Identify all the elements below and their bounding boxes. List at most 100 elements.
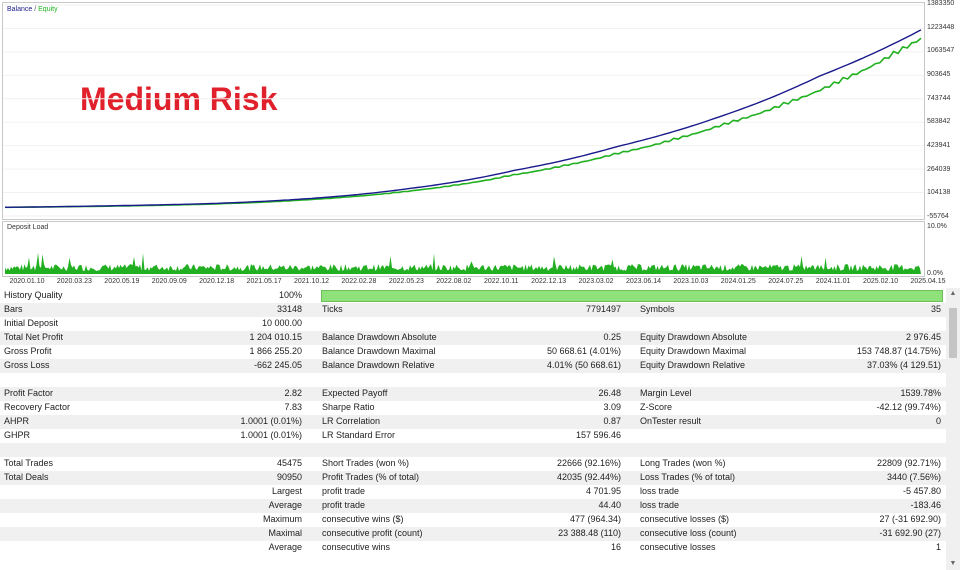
x-tick-label: 2020.05.19 bbox=[104, 278, 140, 285]
report-row: AHPR 1.0001 (0.01%) LR Correlation 0.87 OnTe… bbox=[0, 415, 946, 429]
y-tick-label: 423941 bbox=[927, 142, 951, 149]
legend-balance: Balance bbox=[7, 6, 33, 13]
metric-label: Bars bbox=[4, 304, 23, 314]
metric-value: 1.0001 (0.01%) bbox=[240, 430, 302, 440]
metric-value: 477 (964.34) bbox=[569, 514, 621, 524]
deposit-load-area bbox=[5, 252, 921, 274]
x-tick-label: 2020.03.23 bbox=[56, 278, 92, 285]
report-row: Average profit trade 44.40 loss trade -183.4… bbox=[0, 499, 946, 513]
y-tick-label: 1223448 bbox=[927, 23, 955, 31]
metric-value: 22809 (92.71%) bbox=[876, 458, 941, 468]
x-tick-label: 2023.03.02 bbox=[578, 278, 614, 285]
history-quality-value: 100% bbox=[278, 290, 302, 300]
metric-value: 157 596.46 bbox=[575, 430, 621, 440]
metric-value: 1.0001 (0.01%) bbox=[240, 416, 302, 426]
y-tick-label: 264039 bbox=[927, 165, 951, 173]
metric-label: Equity Drawdown Maximal bbox=[640, 346, 747, 356]
history-quality-label: History Quality bbox=[4, 290, 63, 300]
metric-value: 42035 (92.44%) bbox=[556, 472, 621, 482]
metric-value: 26.48 bbox=[598, 388, 621, 398]
x-tick-label: 2023.06.14 bbox=[625, 278, 661, 285]
x-tick-label: 2023.10.03 bbox=[673, 278, 709, 285]
metric-value: 2 976.45 bbox=[905, 332, 941, 342]
metric-value: 35 bbox=[930, 304, 941, 314]
metric-label: consecutive wins ($) bbox=[322, 514, 404, 524]
metric-value: -42.12 (99.74%) bbox=[876, 402, 941, 412]
balance-equity-chart: Balance / Equity Medium Risk bbox=[2, 2, 925, 220]
equity-line bbox=[5, 37, 922, 209]
metric-label: Total Net Profit bbox=[4, 332, 64, 342]
metric-value: 1539.78% bbox=[900, 388, 941, 398]
y-tick-label: 104138 bbox=[927, 189, 951, 197]
metric-label: Balance Drawdown Absolute bbox=[322, 332, 437, 342]
report-row: Bars 33148 Ticks 7791497 Symbols 35 bbox=[0, 303, 946, 317]
report-row: Maximal consecutive profit (count) 23 388.… bbox=[0, 527, 946, 541]
metric-label: LR Standard Error bbox=[322, 430, 396, 440]
metric-value: 22666 (92.16%) bbox=[556, 458, 621, 468]
metric-value: 27 (-31 692.90) bbox=[879, 514, 941, 524]
x-tick-label: 2022.08.02 bbox=[436, 278, 472, 285]
metric-value: 37.03% (4 129.51) bbox=[866, 360, 941, 370]
scroll-down-icon[interactable]: ▼ bbox=[949, 560, 957, 567]
metric-label: consecutive losses bbox=[640, 542, 716, 552]
y-tick-label: 1383350 bbox=[927, 0, 955, 7]
metric-label: LR Correlation bbox=[322, 416, 381, 426]
x-tick-label: 2020.12.18 bbox=[199, 278, 235, 285]
report-row: Initial Deposit 10 000.00 bbox=[0, 317, 946, 331]
report-row: Total Trades 45475 Short Trades (won %) 226… bbox=[0, 457, 946, 471]
x-tick-label: 2022.12.13 bbox=[531, 278, 567, 285]
metric-label: OnTester result bbox=[640, 416, 702, 426]
scroll-thumb[interactable] bbox=[949, 308, 957, 358]
metric-value: 45475 bbox=[276, 458, 302, 468]
report-row: Gross Loss -662 245.05 Balance Drawdown Re… bbox=[0, 359, 946, 373]
x-tick-label: 2021.05.17 bbox=[246, 278, 282, 285]
x-tick-label: 2022.05.23 bbox=[388, 278, 424, 285]
metric-value: 33148 bbox=[276, 304, 302, 314]
metric-label: consecutive profit (count) bbox=[322, 528, 423, 538]
balance-line bbox=[5, 29, 922, 209]
deposit-load-label: Deposit Load bbox=[7, 224, 49, 231]
report-row: GHPR 1.0001 (0.01%) LR Standard Error 157 5… bbox=[0, 429, 946, 443]
metric-label: profit trade bbox=[322, 486, 366, 496]
scroll-up-icon[interactable]: ▲ bbox=[949, 290, 957, 297]
metric-label: profit trade bbox=[322, 500, 366, 510]
x-tick-label: 2020.09.09 bbox=[151, 278, 187, 285]
x-tick-label: 2024.01.25 bbox=[720, 278, 756, 285]
y-tick-label: 1063547 bbox=[927, 47, 955, 55]
deposit-load-plot bbox=[5, 252, 921, 274]
row-qualifier: Maximum bbox=[262, 514, 302, 524]
history-quality-bar bbox=[321, 290, 943, 302]
metric-label: Initial Deposit bbox=[4, 318, 59, 328]
y-tick-label: -55764 bbox=[927, 213, 949, 220]
metric-label: Sharpe Ratio bbox=[322, 402, 375, 412]
history-quality-row: History Quality 100% bbox=[0, 289, 946, 303]
x-tick-label: 2022.10.11 bbox=[483, 278, 519, 285]
metric-label: Total Deals bbox=[4, 472, 49, 482]
report-scrollbar[interactable]: ▲ ▼ bbox=[946, 288, 960, 570]
metric-value: 0 bbox=[935, 416, 941, 426]
metric-label: Long Trades (won %) bbox=[640, 458, 726, 468]
metric-label: loss trade bbox=[640, 486, 680, 496]
report-row bbox=[0, 443, 946, 457]
metric-value: 50 668.61 (4.01%) bbox=[546, 346, 621, 356]
metric-value: 16 bbox=[610, 542, 621, 552]
metric-label: Equity Drawdown Relative bbox=[640, 360, 746, 370]
metric-label: Ticks bbox=[322, 304, 343, 314]
metric-value: -31 692.90 (27) bbox=[879, 528, 941, 538]
metric-value: 4 701.95 bbox=[585, 486, 621, 496]
metric-value: 0.87 bbox=[603, 416, 621, 426]
report-row: Average consecutive wins 16 consecutive los… bbox=[0, 541, 946, 555]
report-row: Total Deals 90950 Profit Trades (% of tota… bbox=[0, 471, 946, 485]
row-qualifier: Largest bbox=[271, 486, 302, 496]
y-tick-label: 583842 bbox=[927, 118, 951, 126]
x-tick-label: 2021.10.12 bbox=[293, 278, 330, 285]
report-table: History Quality 100% Bars 33148 Ticks 77914… bbox=[0, 288, 946, 570]
metric-value: 153 748.87 (14.75%) bbox=[856, 346, 941, 356]
metric-label: consecutive losses ($) bbox=[640, 514, 730, 524]
report-row bbox=[0, 373, 946, 387]
x-tick-label: 2020.01.10 bbox=[9, 278, 45, 285]
metric-label: Balance Drawdown Maximal bbox=[322, 346, 436, 356]
metric-label: Symbols bbox=[640, 304, 675, 314]
x-tick-label: 2024.07.25 bbox=[768, 278, 804, 285]
metric-value: 90950 bbox=[276, 472, 302, 482]
